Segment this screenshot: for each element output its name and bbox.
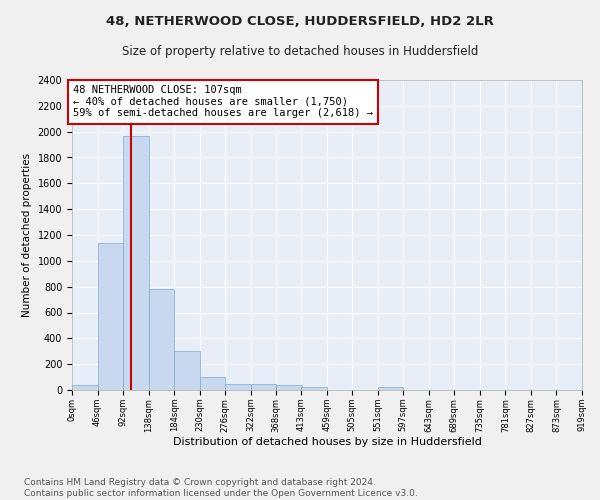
Y-axis label: Number of detached properties: Number of detached properties bbox=[22, 153, 32, 317]
Text: Contains HM Land Registry data © Crown copyright and database right 2024.
Contai: Contains HM Land Registry data © Crown c… bbox=[24, 478, 418, 498]
Bar bbox=[301, 388, 327, 390]
X-axis label: Distribution of detached houses by size in Huddersfield: Distribution of detached houses by size … bbox=[173, 437, 481, 447]
Bar bbox=[123, 136, 149, 390]
Text: 48 NETHERWOOD CLOSE: 107sqm
← 40% of detached houses are smaller (1,750)
59% of : 48 NETHERWOOD CLOSE: 107sqm ← 40% of det… bbox=[73, 85, 373, 118]
Bar bbox=[98, 243, 123, 390]
Bar bbox=[225, 384, 251, 390]
Bar bbox=[174, 351, 200, 390]
Bar bbox=[378, 388, 403, 390]
Bar bbox=[72, 386, 98, 390]
Text: 48, NETHERWOOD CLOSE, HUDDERSFIELD, HD2 2LR: 48, NETHERWOOD CLOSE, HUDDERSFIELD, HD2 … bbox=[106, 15, 494, 28]
Bar bbox=[149, 289, 174, 390]
Bar bbox=[251, 384, 276, 390]
Bar bbox=[276, 386, 302, 390]
Text: Size of property relative to detached houses in Huddersfield: Size of property relative to detached ho… bbox=[122, 45, 478, 58]
Bar bbox=[200, 377, 225, 390]
